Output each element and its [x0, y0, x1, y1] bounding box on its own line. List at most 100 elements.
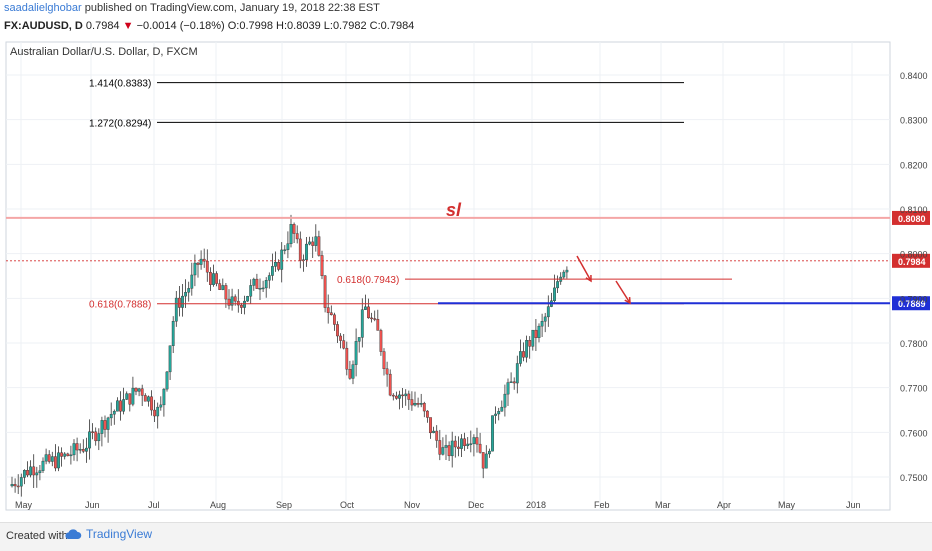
candle-body — [298, 238, 302, 261]
candle-body — [143, 395, 147, 402]
arrow-head — [624, 296, 631, 305]
x-tick-label: Nov — [404, 500, 421, 510]
close-value: C:0.7984 — [369, 20, 415, 32]
candle-body — [193, 262, 197, 276]
candle-body — [122, 399, 126, 412]
candle-body — [339, 335, 342, 341]
price-badge — [892, 210, 930, 225]
candle-body — [506, 382, 510, 395]
candle-body — [81, 448, 85, 452]
x-tick-label: Feb — [594, 500, 610, 510]
candle-body — [32, 466, 36, 476]
candle-body — [243, 300, 246, 308]
candle-body — [534, 329, 538, 338]
price-change: −0.0014 (−0.18%) — [136, 20, 225, 32]
candle-body — [348, 369, 352, 379]
candle-body — [112, 410, 116, 415]
candle-body — [10, 484, 14, 487]
candle-body — [457, 446, 460, 449]
x-tick-label: Sep — [276, 500, 292, 510]
candle-body — [562, 271, 566, 278]
candle-body — [233, 296, 237, 302]
candle-body — [35, 472, 39, 476]
candle-body — [444, 445, 448, 448]
y-axis[interactable]: 0.7500 0.7600 0.7700 0.7800 0.7900 0.8000 0.81… — [900, 71, 928, 483]
price-chart[interactable]: 1.414(0.8383) 1.272(0.8294) 0.618(0.7943) 0… — [0, 38, 932, 516]
tradingview-brand[interactable]: TradingView — [64, 527, 152, 541]
candle-body — [146, 396, 150, 402]
candle-body — [537, 325, 541, 338]
publish-text: published on TradingView.com, January 19… — [84, 2, 380, 14]
x-tick-label: Dec — [468, 500, 485, 510]
arrow-head — [585, 274, 592, 283]
candle-body — [519, 351, 522, 364]
candle-body — [274, 262, 277, 267]
candle-body — [416, 403, 420, 405]
candle-body — [404, 393, 408, 397]
candle-body — [205, 260, 209, 273]
candle-body — [494, 413, 497, 416]
candle-body — [159, 404, 163, 408]
quote-line: FX:AUDUSD, D 0.7984 ▼ −0.0014 (−0.18%) O… — [4, 20, 414, 32]
candle-body — [168, 345, 172, 373]
author-link[interactable]: saadalielghobar — [4, 2, 82, 14]
candle-body — [131, 387, 135, 405]
candle-body — [345, 347, 349, 370]
candle-body — [140, 388, 144, 396]
candle-body — [453, 440, 457, 448]
candle-body — [221, 285, 225, 290]
candles — [10, 214, 569, 497]
candle-body — [156, 406, 160, 417]
candle-body — [190, 274, 194, 289]
x-tick-label: Jun — [846, 500, 861, 510]
candle-body — [373, 318, 377, 320]
candle-body — [94, 431, 98, 442]
candle-body — [522, 351, 525, 358]
candle-body — [181, 295, 184, 308]
y-tick-label: 0.8100 — [900, 205, 928, 215]
candle-body — [543, 316, 547, 322]
candle-body — [553, 287, 556, 302]
x-tick-label: Mar — [655, 500, 671, 510]
candle-body — [488, 450, 491, 455]
candle-body — [320, 255, 324, 276]
candle-body — [103, 420, 107, 430]
y-tick-label: 0.8000 — [900, 250, 928, 260]
candle-body — [469, 443, 473, 445]
candle-body — [512, 381, 516, 384]
candle-body — [153, 409, 156, 417]
candle-body — [106, 417, 110, 430]
candle-body — [509, 381, 513, 383]
candle-body — [246, 296, 249, 302]
footer: Created with TradingView — [0, 522, 932, 551]
candle-body — [72, 443, 76, 456]
symbol-label: FX:AUDUSD, D — [4, 20, 83, 32]
candle-body — [314, 236, 318, 246]
candle-body — [326, 307, 330, 313]
chart-frame[interactable]: 1.414(0.8383) 1.272(0.8294) 0.618(0.7943) 0… — [0, 38, 932, 516]
sl-annotation: sl — [446, 200, 462, 220]
last-price: 0.7984 — [85, 20, 120, 32]
candle-body — [379, 330, 383, 352]
arrow-shaft — [615, 280, 631, 304]
open-value: O:0.7998 — [227, 20, 273, 32]
candle-body — [249, 285, 253, 297]
candle-body — [60, 452, 64, 457]
fib-label: 0.618(0.7943) — [337, 275, 399, 286]
candle-body — [255, 278, 259, 289]
price-badge-label: 0.7889 — [898, 299, 926, 309]
candle-body — [336, 324, 339, 337]
candle-body — [91, 431, 95, 433]
candle-body — [367, 306, 370, 319]
candle-body — [44, 454, 48, 462]
candle-body — [218, 283, 222, 290]
chart-header: saadalielghobar published on TradingView… — [0, 0, 932, 38]
levels: 1.414(0.8383) 1.272(0.8294) 0.618(0.7943) 0… — [6, 79, 930, 311]
fib-label: 0.618(0.7888) — [89, 300, 151, 311]
y-tick-label: 0.8200 — [900, 160, 928, 170]
x-axis[interactable]: May Jun Jul Aug Sep Oct Nov Dec 2018 Feb Mar Apr May… — [15, 500, 861, 510]
low-value: L:0.7982 — [323, 20, 367, 32]
candle-body — [333, 314, 336, 325]
candle-body — [239, 304, 243, 308]
candle-body — [450, 440, 454, 457]
